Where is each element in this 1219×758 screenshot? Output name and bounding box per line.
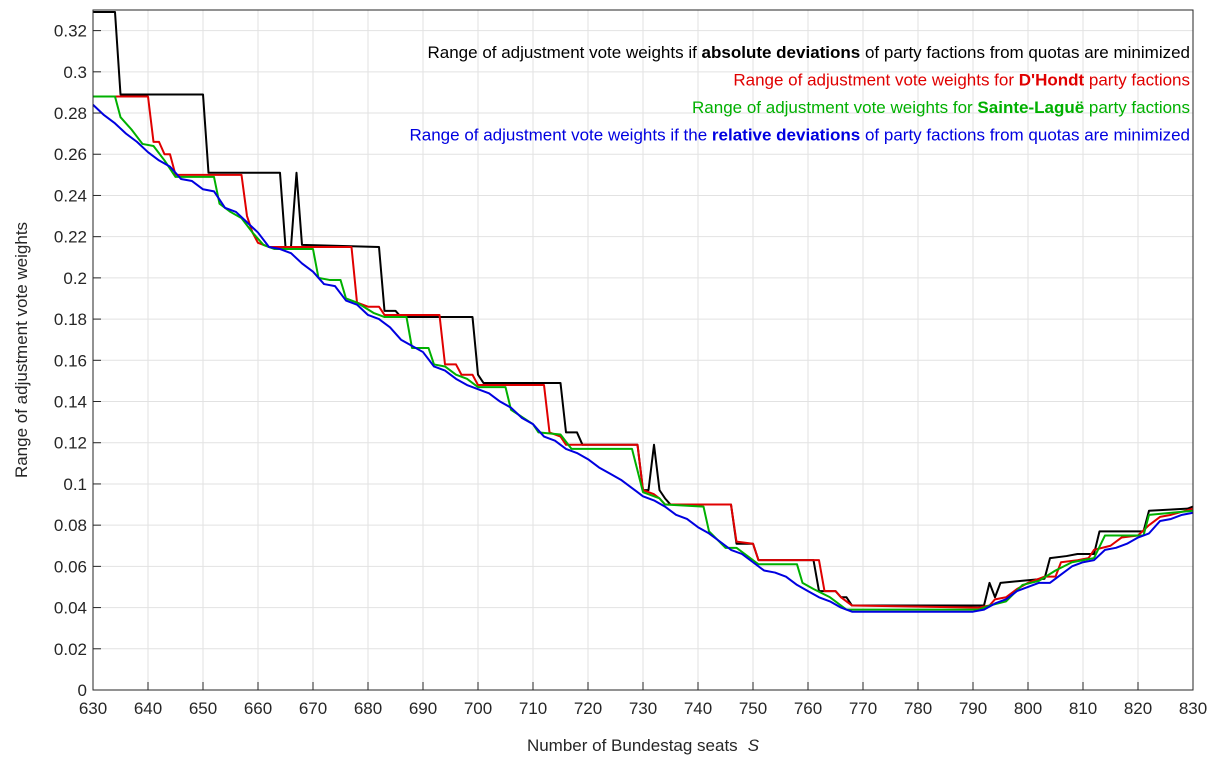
x-axis-label: Number of Bundestag seats S: [527, 736, 760, 755]
legend-text: Range of adjustment vote weights for: [733, 71, 1018, 90]
legend-bold: absolute deviations: [702, 43, 861, 62]
legend-entry: Range of adjustment vote weights for D'H…: [733, 71, 1190, 90]
y-tick-label: 0.06: [54, 557, 87, 576]
x-tick-label: 800: [1014, 699, 1042, 718]
x-tick-label: 820: [1124, 699, 1152, 718]
x-tick-label: 710: [519, 699, 547, 718]
y-tick-label: 0.04: [54, 599, 87, 618]
legend-text: party factions: [1084, 98, 1190, 117]
x-tick-label: 700: [464, 699, 492, 718]
x-tick-label: 670: [299, 699, 327, 718]
x-axis-label-text: Number of Bundestag seats: [527, 736, 738, 755]
y-tick-label: 0.16: [54, 351, 87, 370]
x-tick-label: 790: [959, 699, 987, 718]
y-tick-label: 0.24: [54, 186, 87, 205]
x-tick-label: 810: [1069, 699, 1097, 718]
y-tick-label: 0.14: [54, 393, 87, 412]
legend-text: party factions: [1084, 71, 1190, 90]
series-line: [93, 11, 1194, 607]
y-tick-label: 0.12: [54, 434, 87, 453]
y-tick-label: 0: [78, 681, 87, 700]
lines: [92, 11, 1194, 613]
x-tick-label: 680: [354, 699, 382, 718]
y-tick-label: 0.22: [54, 228, 87, 247]
x-tick-label: 730: [629, 699, 657, 718]
x-tick-label: 720: [574, 699, 602, 718]
y-tick-label: 0.1: [63, 475, 87, 494]
legend-bold: Sainte-Laguë: [977, 98, 1084, 117]
legend-entry: Range of adjustment vote weights if abso…: [428, 43, 1191, 62]
legend-entry: Range of adjustment vote weights for Sai…: [692, 98, 1190, 117]
x-tick-label: 780: [904, 699, 932, 718]
y-tick-label: 0.2: [63, 269, 87, 288]
y-tick-label: 0.08: [54, 516, 87, 535]
x-tick-label: 750: [739, 699, 767, 718]
legend-text: of party factions from quotas are minimi…: [860, 126, 1190, 145]
x-tick-label: 770: [849, 699, 877, 718]
x-tick-label: 660: [244, 699, 272, 718]
x-tick-label: 630: [79, 699, 107, 718]
legend-bold: D'Hondt: [1019, 71, 1085, 90]
y-tick-label: 0.28: [54, 104, 87, 123]
series-line: [93, 95, 1194, 611]
y-tick-label: 0.26: [54, 145, 87, 164]
x-axis-symbol: S: [748, 736, 760, 755]
series-line: [92, 104, 1194, 613]
x-tick-label: 760: [794, 699, 822, 718]
legend-text: of party factions from quotas are minimi…: [860, 43, 1190, 62]
x-tick-label: 640: [134, 699, 162, 718]
x-tick-label: 830: [1179, 699, 1207, 718]
legend-entry: Range of adjustment vote weights if the …: [410, 126, 1191, 145]
legend-bold: relative deviations: [712, 126, 860, 145]
legend-text: Range of adjustment vote weights if: [428, 43, 702, 62]
y-tick-label: 0.02: [54, 640, 87, 659]
y-axis-label: Range of adjustment vote weights: [12, 222, 31, 478]
legend-text: Range of adjustment vote weights for: [692, 98, 977, 117]
x-tick-label: 650: [189, 699, 217, 718]
x-tick-label: 690: [409, 699, 437, 718]
x-tick-label: 740: [684, 699, 712, 718]
legend-text: Range of adjustment vote weights if the: [410, 126, 712, 145]
y-tick-label: 0.32: [54, 22, 87, 41]
y-tick-label: 0.18: [54, 310, 87, 329]
y-tick-label: 0.3: [63, 63, 87, 82]
